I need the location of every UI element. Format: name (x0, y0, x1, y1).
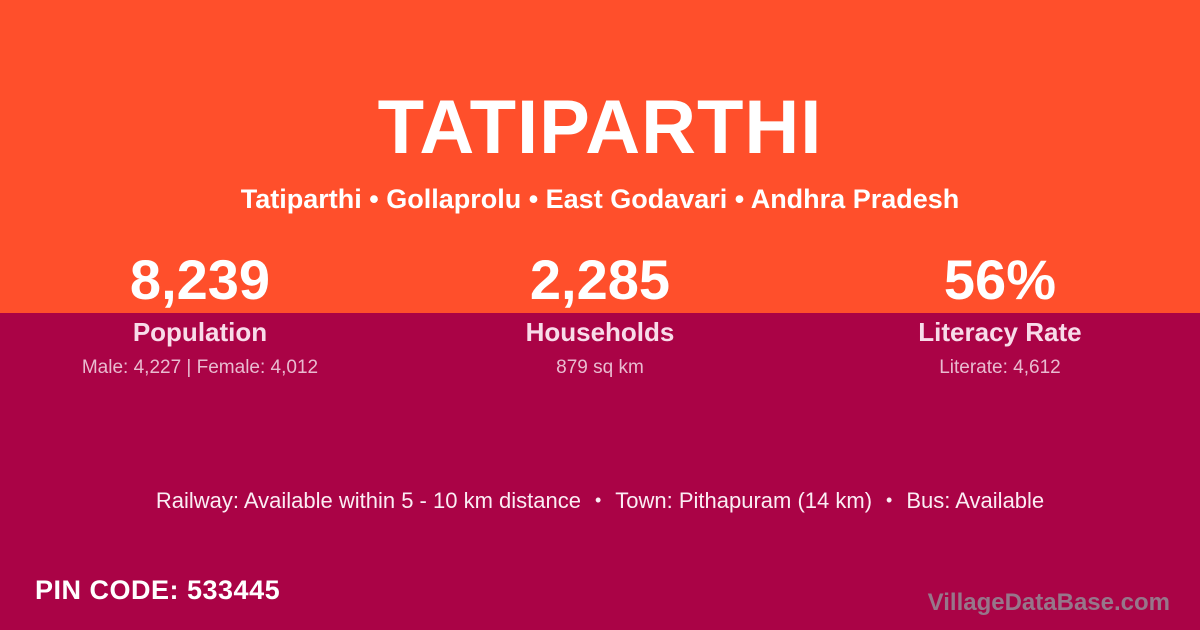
households-detail: 879 sq km (556, 357, 644, 378)
literacy-value: 56% (943, 248, 1056, 311)
bullet-separator-icon: • (886, 490, 893, 510)
bullet-separator-icon: • (594, 490, 602, 510)
pin-code: PIN CODE: 533445 (35, 575, 281, 605)
header-section (0, 0, 1200, 313)
railway-info: Railway: Available within 5 - 10 km dist… (155, 488, 581, 513)
population-label: Population (132, 317, 268, 347)
town-info: Town: Pithapuram (14 km) (615, 488, 873, 513)
households-value: 2,285 (529, 248, 671, 311)
village-title: TATIPARTHI (377, 85, 823, 170)
population-detail: Male: 4,227 | Female: 4,012 (81, 357, 319, 378)
stat-population: 8,239 Population Male: 4,227 | Female: 4… (0, 248, 400, 379)
watermark: VillageDataBase.com (927, 589, 1170, 616)
stat-literacy: 56% Literacy Rate Literate: 4,612 (800, 248, 1200, 379)
breadcrumb: Tatiparthi • Gollaprolu • East Godavari … (240, 184, 960, 214)
stats-row: 8,239 Population Male: 4,227 | Female: 4… (0, 248, 1200, 379)
transport-info: Railway: Available within 5 - 10 km dist… (0, 486, 1200, 515)
households-label: Households (525, 317, 675, 347)
population-value: 8,239 (129, 248, 271, 311)
stat-households: 2,285 Households 879 sq km (400, 248, 800, 379)
literacy-label: Literacy Rate (918, 317, 1082, 347)
literacy-detail: Literate: 4,612 (939, 357, 1061, 378)
bus-info: Bus: Available (906, 488, 1045, 513)
